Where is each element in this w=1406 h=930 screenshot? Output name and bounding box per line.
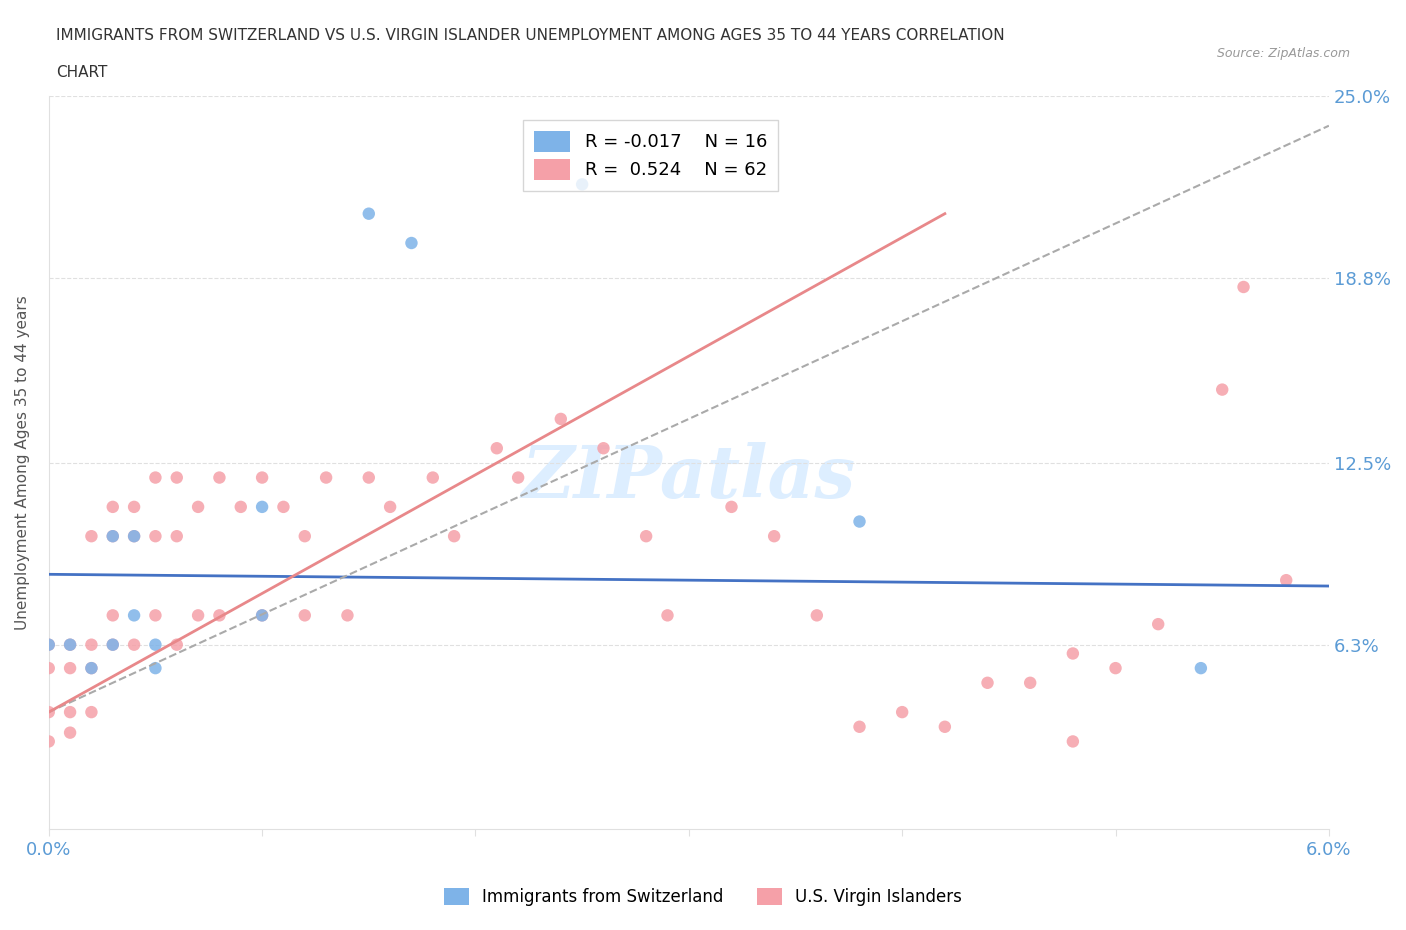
- Point: [357, 471, 380, 485]
- Point: [101, 637, 124, 652]
- Point: [848, 719, 870, 734]
- Point: [38, 734, 60, 749]
- Point: [1189, 660, 1212, 675]
- Point: [38, 660, 60, 675]
- Point: [59, 637, 82, 652]
- Point: [59, 660, 82, 675]
- Point: [80, 660, 103, 675]
- Point: [59, 725, 82, 740]
- Text: CHART: CHART: [56, 65, 108, 80]
- Point: [1232, 280, 1254, 295]
- Point: [250, 499, 273, 514]
- Point: [1211, 382, 1233, 397]
- Point: [166, 471, 188, 485]
- Text: ZIPatlas: ZIPatlas: [522, 442, 856, 513]
- Point: [122, 608, 145, 623]
- Point: [145, 660, 167, 675]
- Point: [166, 637, 188, 652]
- Point: [101, 608, 124, 623]
- Point: [187, 499, 209, 514]
- Point: [38, 637, 60, 652]
- Point: [657, 608, 679, 623]
- Point: [401, 235, 423, 250]
- Point: [592, 441, 614, 456]
- Point: [443, 529, 465, 544]
- Point: [229, 499, 252, 514]
- Point: [315, 471, 337, 485]
- Point: [848, 514, 870, 529]
- Point: [250, 608, 273, 623]
- Point: [636, 529, 658, 544]
- Point: [273, 499, 295, 514]
- Y-axis label: Unemployment Among Ages 35 to 44 years: Unemployment Among Ages 35 to 44 years: [15, 296, 30, 631]
- Point: [101, 529, 124, 544]
- Point: [80, 637, 103, 652]
- Point: [145, 471, 167, 485]
- Point: [145, 637, 167, 652]
- Point: [59, 705, 82, 720]
- Point: [122, 529, 145, 544]
- Point: [294, 608, 316, 623]
- Point: [571, 177, 593, 192]
- Point: [1019, 675, 1042, 690]
- Point: [336, 608, 359, 623]
- Point: [934, 719, 956, 734]
- Point: [550, 411, 572, 426]
- Point: [294, 529, 316, 544]
- Text: Source: ZipAtlas.com: Source: ZipAtlas.com: [1216, 46, 1350, 60]
- Point: [208, 471, 231, 485]
- Legend: Immigrants from Switzerland, U.S. Virgin Islanders: Immigrants from Switzerland, U.S. Virgin…: [437, 881, 969, 912]
- Legend: R = -0.017    N = 16, R =  0.524    N = 62: R = -0.017 N = 16, R = 0.524 N = 62: [523, 120, 778, 191]
- Point: [250, 471, 273, 485]
- Point: [80, 660, 103, 675]
- Point: [122, 529, 145, 544]
- Point: [122, 499, 145, 514]
- Point: [422, 471, 444, 485]
- Point: [1104, 660, 1126, 675]
- Point: [80, 705, 103, 720]
- Point: [508, 471, 530, 485]
- Point: [1275, 573, 1298, 588]
- Point: [250, 608, 273, 623]
- Point: [485, 441, 508, 456]
- Point: [357, 206, 380, 221]
- Point: [891, 705, 914, 720]
- Point: [101, 499, 124, 514]
- Point: [145, 529, 167, 544]
- Point: [720, 499, 742, 514]
- Point: [166, 529, 188, 544]
- Point: [1062, 734, 1084, 749]
- Point: [80, 529, 103, 544]
- Point: [1062, 646, 1084, 661]
- Point: [122, 637, 145, 652]
- Point: [806, 608, 828, 623]
- Point: [101, 529, 124, 544]
- Point: [38, 637, 60, 652]
- Point: [378, 499, 401, 514]
- Point: [976, 675, 998, 690]
- Point: [1147, 617, 1170, 631]
- Point: [145, 608, 167, 623]
- Point: [101, 637, 124, 652]
- Point: [187, 608, 209, 623]
- Point: [38, 705, 60, 720]
- Text: IMMIGRANTS FROM SWITZERLAND VS U.S. VIRGIN ISLANDER UNEMPLOYMENT AMONG AGES 35 T: IMMIGRANTS FROM SWITZERLAND VS U.S. VIRG…: [56, 28, 1005, 43]
- Point: [763, 529, 786, 544]
- Point: [59, 637, 82, 652]
- Point: [208, 608, 231, 623]
